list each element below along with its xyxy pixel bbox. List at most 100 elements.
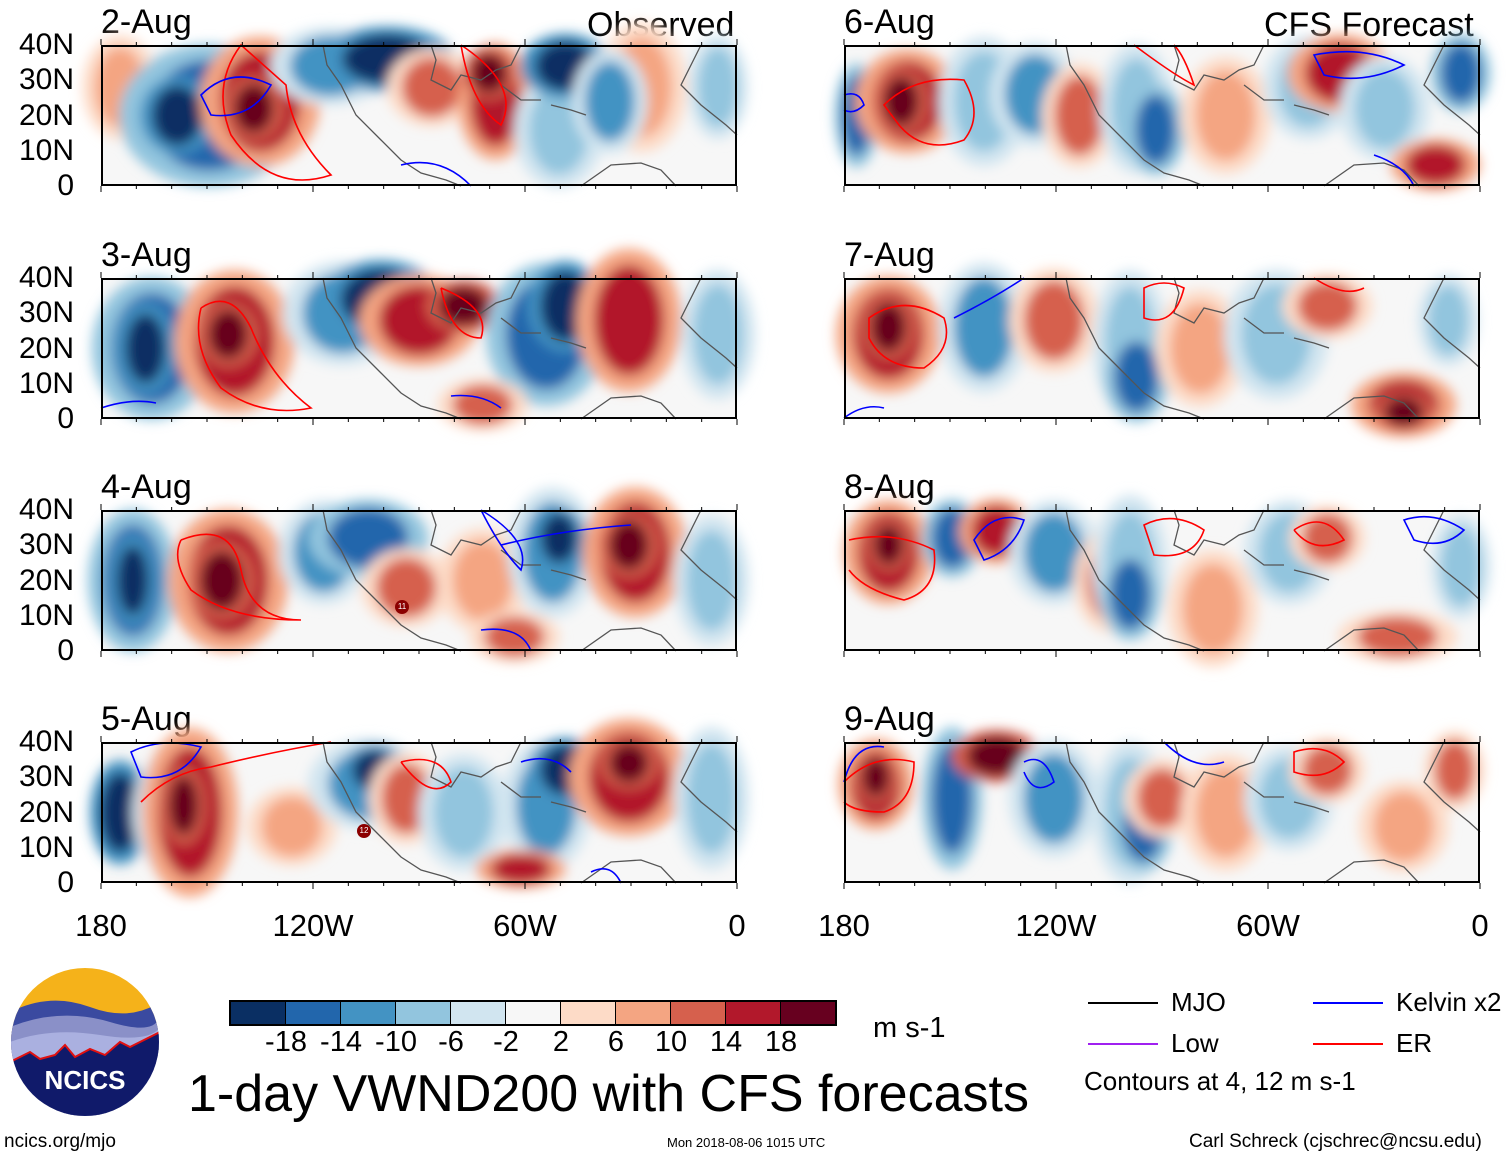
colorbar-swatch — [286, 1002, 341, 1024]
lon-label: 180 — [75, 908, 127, 943]
anomaly-region — [1440, 526, 1481, 607]
colorbar — [229, 1000, 837, 1026]
wave-contour — [480, 509, 524, 572]
footer-url[interactable]: ncics.org/mjo — [4, 1131, 116, 1152]
anomaly-region — [1137, 768, 1187, 829]
legend-label: Kelvin x2 — [1396, 987, 1502, 1017]
wave-contour — [1313, 277, 1365, 293]
anomaly-region — [208, 309, 249, 360]
colorbar-swatch — [561, 1002, 616, 1024]
lat-label: 10N — [18, 133, 74, 167]
colorbar-swatch — [781, 1002, 835, 1024]
anomaly-region — [870, 302, 907, 353]
anomaly-region — [608, 520, 649, 571]
lat-label: 10N — [18, 366, 74, 400]
anomaly-region — [608, 743, 649, 784]
anomaly-region — [490, 853, 551, 884]
legend-label: MJO — [1171, 987, 1226, 1017]
anomaly-region — [1195, 70, 1256, 161]
legend-label: Low — [1171, 1028, 1219, 1058]
anomaly-region — [953, 277, 1014, 378]
lat-label: 0 — [57, 169, 74, 202]
map-panel-6-Aug — [834, 34, 1491, 192]
lon-label: 180 — [818, 908, 870, 943]
anomaly-region — [452, 540, 513, 621]
anomaly-region — [1297, 281, 1358, 332]
panel-date-label: 4-Aug — [101, 468, 192, 506]
anomaly-region — [376, 557, 437, 618]
anomaly-region — [1195, 767, 1256, 858]
lat-label: 20N — [18, 331, 74, 365]
lat-label: 20N — [18, 563, 74, 597]
figure-title: 1-day VWND200 with CFS forecasts — [188, 1065, 1029, 1123]
wave-contour — [868, 304, 948, 369]
anomaly-region — [540, 513, 577, 564]
colorbar-tick-label: 18 — [764, 1026, 798, 1058]
lon-label: 0 — [1471, 908, 1489, 943]
anomaly-region — [438, 286, 489, 327]
anomaly-region — [152, 85, 203, 146]
colorbar-swatch — [396, 1002, 451, 1024]
anomaly-region — [1114, 341, 1159, 412]
wave-contour — [129, 742, 203, 779]
anomaly-region — [1373, 791, 1434, 862]
anomaly-region — [116, 545, 149, 616]
anomaly-region — [873, 525, 904, 566]
lat-label: 30N — [18, 296, 74, 330]
panel-date-label: 2-Aug — [101, 3, 192, 41]
legend-line-low — [1088, 1043, 1158, 1045]
lat-label: 0 — [57, 634, 74, 667]
coastline — [1065, 509, 1481, 652]
legend-line-kelvin-x2 — [1313, 1002, 1383, 1004]
anomaly-region — [100, 772, 141, 853]
lon-label: 0 — [728, 908, 746, 943]
wave-contour — [400, 758, 452, 790]
colorbar-swatch — [726, 1002, 781, 1024]
anomaly-region — [686, 530, 737, 631]
wave-contour — [1143, 282, 1185, 321]
wave-contour — [590, 868, 622, 884]
lon-label: 60W — [493, 908, 557, 943]
anomaly-region — [1135, 94, 1176, 165]
anomaly-region — [199, 550, 244, 611]
coastline — [1065, 277, 1481, 420]
wave-contour — [200, 76, 273, 117]
legend-label: ER — [1396, 1028, 1433, 1058]
wave-contour — [1163, 741, 1225, 766]
ncics-logo: NCICS — [11, 968, 159, 1116]
anomaly-region — [1354, 68, 1415, 149]
lat-label: 30N — [18, 63, 74, 97]
wave-contour — [176, 533, 302, 621]
colorbar-swatch — [616, 1002, 671, 1024]
wave-contour — [440, 287, 484, 339]
legend-line-er — [1313, 1043, 1383, 1045]
storm-marker: 12 — [357, 824, 371, 838]
wave-contour — [140, 741, 332, 803]
anomaly-region — [1383, 396, 1424, 427]
anomaly-region — [1023, 280, 1084, 361]
lat-label: 10N — [18, 598, 74, 632]
panel-date-label: 3-Aug — [101, 236, 192, 274]
wave-contour — [1293, 521, 1346, 547]
lat-label: 40N — [18, 261, 74, 294]
forecast-header: CFS Forecast — [1264, 6, 1474, 44]
anomaly-region — [883, 76, 920, 127]
legend-line-mjo — [1088, 1002, 1158, 1004]
anomaly-region — [452, 384, 513, 425]
anomaly-region — [1405, 144, 1466, 185]
wave-contour — [953, 277, 1025, 319]
panel-date-label: 8-Aug — [844, 468, 935, 506]
anomaly-region — [861, 757, 890, 798]
colorbar-tick-label: -18 — [265, 1026, 307, 1058]
anomaly-region — [1302, 745, 1353, 796]
wave-contour — [1133, 44, 1196, 87]
wave-contour — [1293, 747, 1346, 777]
lon-label: 120W — [1015, 908, 1097, 943]
anomaly-region — [1440, 43, 1481, 104]
lat-label: 30N — [18, 528, 74, 562]
anomaly-region — [692, 284, 743, 385]
lat-label: 40N — [18, 725, 74, 758]
coastline — [322, 277, 738, 420]
panel-date-label: 7-Aug — [844, 236, 935, 274]
